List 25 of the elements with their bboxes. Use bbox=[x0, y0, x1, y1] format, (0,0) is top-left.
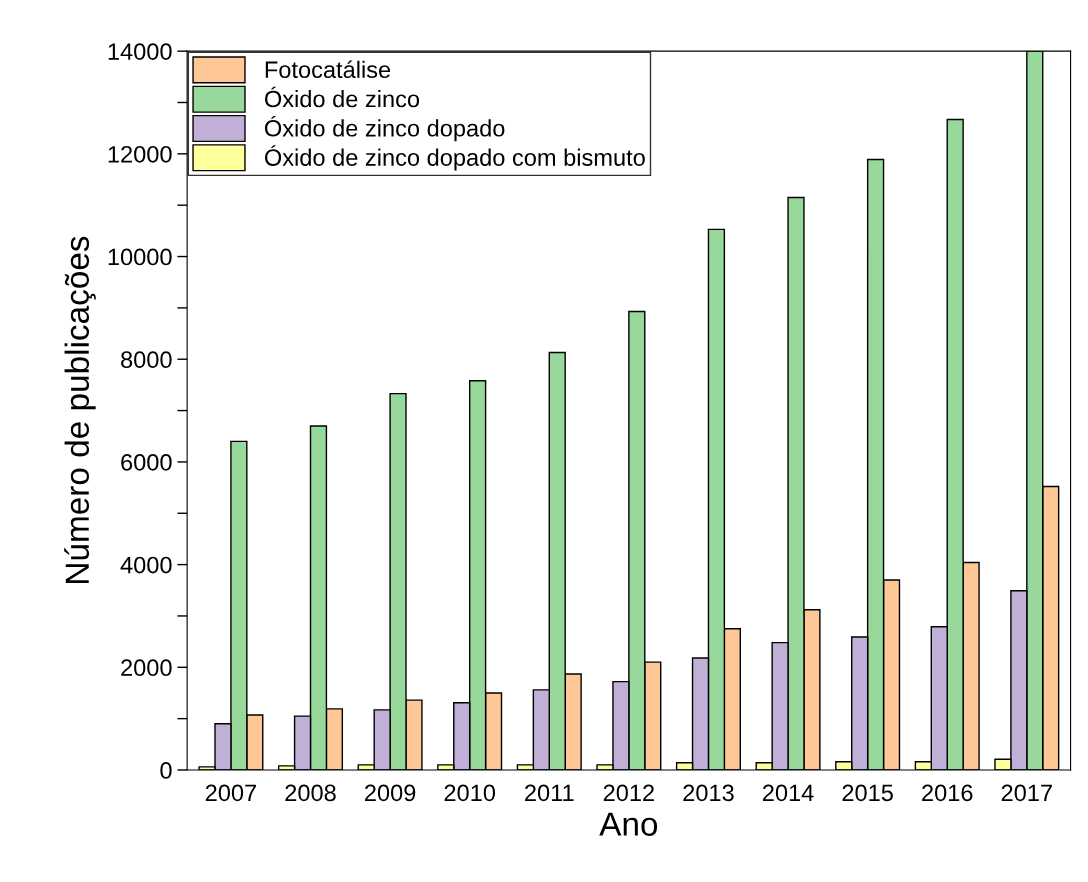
x-tick-label: 2008 bbox=[285, 784, 336, 802]
x-tick-label: 2017 bbox=[1001, 784, 1052, 802]
y-tick-label: 4000 bbox=[120, 556, 172, 574]
x-tick-label: 2012 bbox=[603, 784, 654, 802]
x-axis-title: Ano bbox=[599, 812, 658, 836]
x-tick-label: 2016 bbox=[922, 784, 973, 802]
x-tick-label: 2015 bbox=[842, 784, 893, 802]
y-axis-title: Número de publicações bbox=[64, 236, 96, 583]
x-tick-label: 2007 bbox=[205, 784, 256, 802]
y-tick-label: 10000 bbox=[108, 248, 172, 266]
y-tick-label: 8000 bbox=[121, 351, 172, 369]
x-tick-label: 2009 bbox=[365, 784, 416, 802]
legend-label: Fotocatálise bbox=[265, 60, 391, 79]
legend-label: Óxido de zinco dopado com bismuto bbox=[264, 145, 645, 171]
legend-label: Óxido de zinco bbox=[264, 86, 420, 108]
y-tick-label: 14000 bbox=[108, 43, 172, 60]
x-tick-label: 2014 bbox=[762, 784, 814, 802]
legend-label: Óxido de zinco dopado bbox=[264, 115, 505, 142]
x-tick-label: 2010 bbox=[444, 784, 496, 802]
x-tick-label: 2011 bbox=[525, 784, 574, 802]
y-tick-label: 0 bbox=[160, 762, 172, 779]
y-tick-label: 2000 bbox=[121, 659, 172, 677]
y-tick-label: 12000 bbox=[108, 145, 172, 163]
y-tick-label: 6000 bbox=[121, 453, 172, 471]
x-tick-label: 2013 bbox=[683, 784, 734, 802]
